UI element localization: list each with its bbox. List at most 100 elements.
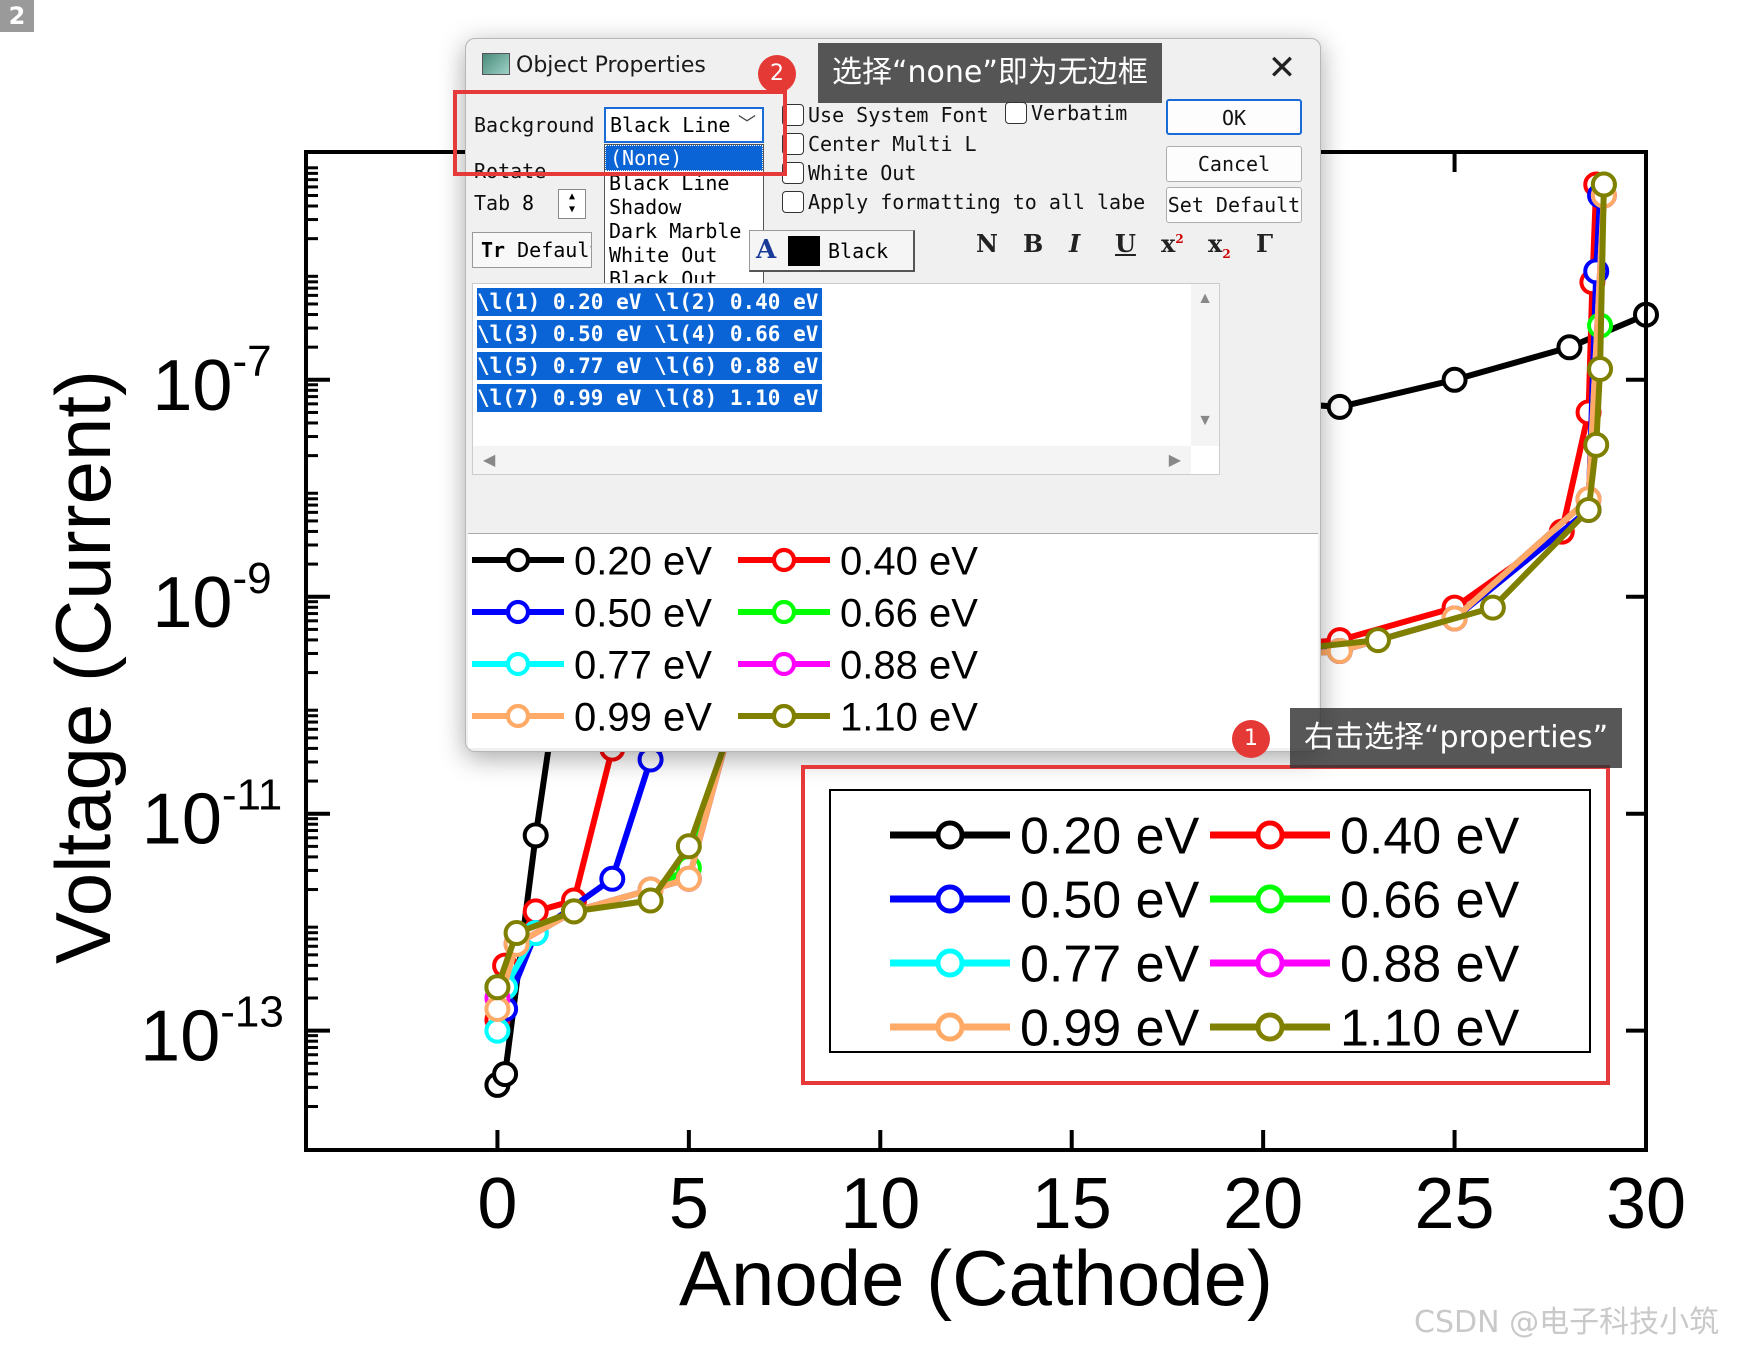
x-tick-label: 30 [1606, 1164, 1686, 1244]
data-point [1556, 334, 1583, 361]
plot-legend-marker [1255, 820, 1285, 850]
app-icon [482, 53, 510, 75]
close-icon[interactable]: ✕ [1267, 48, 1297, 88]
plot-legend-marker [935, 884, 965, 914]
white-out-label: White Out [808, 161, 917, 185]
data-point [1479, 594, 1506, 621]
set-default-button[interactable]: Set Default [1166, 187, 1302, 223]
text-line-4[interactable]: \l(7) 0.99 eV \l(8) 1.10 eV [477, 384, 823, 412]
data-point [1441, 366, 1468, 393]
watermark: CSDN @电子科技小筑 [1414, 1305, 1720, 1340]
apply-all-label: Apply formatting to all labe [808, 190, 1146, 214]
data-point [522, 822, 549, 849]
greek-icon[interactable]: Γ [1256, 229, 1274, 258]
tab-stepper[interactable]: 8 ▲ ▼ [522, 187, 592, 219]
normal-button[interactable]: N [976, 229, 998, 258]
font-color-select[interactable]: A Black [749, 230, 915, 272]
plot-legend-marker [935, 820, 965, 850]
data-point [1587, 355, 1614, 382]
data-point [1365, 627, 1391, 654]
center-multi-checkbox[interactable]: Center Multi L [782, 132, 977, 156]
plot-legend-label: 1.10 eV [1340, 1000, 1520, 1058]
data-point [1575, 496, 1602, 523]
preview-legend-marker [505, 599, 531, 625]
y-tick-label: 10-9 [152, 554, 271, 643]
option-dark-marble[interactable]: Dark Marble [609, 219, 742, 243]
highlight-background-box [453, 90, 787, 176]
preview-legend-marker [505, 703, 531, 729]
font-color-icon: A [756, 235, 777, 265]
rotate-label: Rotate [474, 159, 547, 183]
vertical-scrollbar[interactable]: ▲ ▼ [1191, 284, 1219, 446]
plot-legend-marker [935, 1012, 965, 1042]
data-point [522, 898, 549, 925]
font-select-value: Default [517, 238, 591, 262]
option-white-out[interactable]: White Out [609, 243, 718, 267]
preview-legend-label: 0.40 eV [840, 539, 978, 583]
plot-legend-label: 0.40 eV [1340, 808, 1520, 866]
use-system-font-label: Use System Font [808, 103, 989, 127]
superscript-icon[interactable]: x2 [1161, 229, 1184, 258]
scroll-up-icon[interactable]: ▲ [1197, 290, 1213, 307]
data-point [503, 920, 530, 947]
data-point [599, 865, 626, 892]
subscript-icon[interactable]: x2 [1208, 229, 1231, 261]
preview-legend-marker [505, 651, 531, 677]
scroll-left-icon[interactable]: ◀ [483, 452, 496, 469]
preview-legend-marker [771, 599, 797, 625]
checkbox-box [1005, 102, 1027, 124]
option-shadow[interactable]: Shadow [609, 195, 682, 219]
text-line-3[interactable]: \l(5) 0.77 eV \l(6) 0.88 eV [477, 352, 823, 380]
data-point [1326, 393, 1353, 420]
data-point [637, 887, 664, 914]
font-select[interactable]: Tr Default [472, 232, 592, 268]
bold-button[interactable]: B [1023, 229, 1044, 258]
checkbox-box [782, 104, 804, 126]
center-multi-label: Center Multi L [808, 132, 977, 156]
preview-legend-label: 0.77 eV [574, 643, 712, 687]
use-system-font-checkbox[interactable]: Use System Font [782, 103, 989, 127]
plot-legend-label: 0.77 eV [1020, 936, 1200, 994]
tab-value: 8 [522, 191, 535, 215]
preview-legend-label: 0.99 eV [574, 695, 712, 739]
apply-all-checkbox[interactable]: Apply formatting to all labe [782, 190, 1145, 214]
dialog-title-text: Object Properties [516, 53, 706, 78]
text-line-1[interactable]: \l(1) 0.20 eV \l(2) 0.40 eV [477, 288, 823, 316]
tab-label: Tab [474, 191, 511, 215]
scroll-down-icon[interactable]: ▼ [1197, 412, 1213, 429]
y-tick-label: 10-7 [152, 337, 271, 426]
preview-legend-marker [771, 703, 797, 729]
text-line-2[interactable]: \l(3) 0.50 eV \l(4) 0.66 eV [477, 320, 823, 348]
preview-legend-label: 0.88 eV [840, 643, 978, 687]
dialog-title: Object Properties [482, 53, 706, 78]
x-tick-label: 20 [1223, 1164, 1303, 1244]
font-color-name: Black [828, 239, 889, 263]
verbatim-checkbox[interactable]: Verbatim [1005, 101, 1127, 125]
italic-button[interactable]: I [1069, 229, 1081, 258]
plot-legend-marker [1255, 884, 1285, 914]
underline-button[interactable]: U [1115, 229, 1136, 258]
white-out-checkbox[interactable]: White Out [782, 161, 916, 185]
x-tick-label: 0 [477, 1164, 517, 1244]
checkbox-box [782, 133, 804, 155]
data-point [675, 833, 702, 860]
option-none[interactable]: (None) [605, 145, 763, 171]
cancel-button[interactable]: Cancel [1166, 146, 1302, 182]
background-label: Background [474, 113, 595, 137]
x-axis-label: Anode (Cathode) [679, 1234, 1273, 1322]
text-editor[interactable]: \l(1) 0.20 eV \l(2) 0.40 eV \l(3) 0.50 e… [472, 283, 1220, 475]
preview-legend: 0.20 eV 0.40 eV 0.50 eV 0.66 eV 0.77 eV 0.88 … [472, 539, 978, 739]
background-select-value: Black Line [610, 113, 731, 137]
ok-button[interactable]: OK [1166, 99, 1302, 135]
horizontal-scrollbar[interactable]: ◀ ▶ [473, 446, 1191, 474]
x-tick-label: 25 [1415, 1164, 1495, 1244]
y-axis-label: Voltage (Current) [39, 370, 127, 964]
y-tick-label: 10-11 [142, 771, 282, 860]
preview-legend-label: 0.50 eV [574, 591, 712, 635]
background-select[interactable]: Black Line ﹀ [604, 107, 764, 143]
plot-legend-marker [1255, 1012, 1285, 1042]
scroll-right-icon[interactable]: ▶ [1168, 452, 1181, 469]
data-point [1583, 431, 1610, 458]
spin-arrows-icon[interactable]: ▲ ▼ [558, 189, 586, 219]
